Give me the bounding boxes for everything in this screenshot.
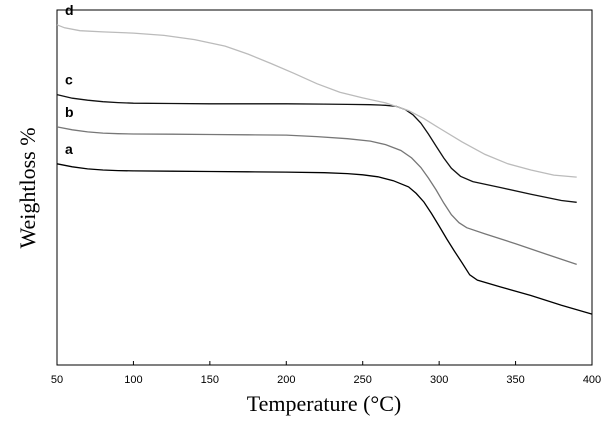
- series-layer: [56, 24, 593, 315]
- series-label-d: d: [65, 2, 74, 18]
- plot-frame: [56, 9, 593, 366]
- x-tick-label: 100: [124, 374, 142, 386]
- x-tick-label: 400: [583, 374, 601, 386]
- x-axis-title: Temperature (°C): [247, 391, 401, 416]
- x-tick-label: 300: [430, 374, 448, 386]
- x-tick-label: 200: [277, 374, 295, 386]
- x-tick-label: 150: [201, 374, 219, 386]
- y-axis-title: Weightloss %: [15, 127, 40, 248]
- series-line-c: [56, 93, 577, 203]
- x-tick-label: 50: [51, 374, 63, 386]
- series-line-a: [56, 163, 593, 315]
- series-label-b: b: [65, 104, 74, 120]
- series-line-d: [56, 24, 577, 178]
- series-line-b: [56, 126, 577, 266]
- series-label-c: c: [65, 72, 73, 88]
- x-tick-label: 250: [354, 374, 372, 386]
- x-axis-ticks: 50 100 150 200 250 300 350 400: [51, 361, 601, 386]
- series-labels: a bc d: [65, 2, 74, 157]
- x-tick-label: 350: [506, 374, 524, 386]
- series-label-a: a: [65, 141, 73, 157]
